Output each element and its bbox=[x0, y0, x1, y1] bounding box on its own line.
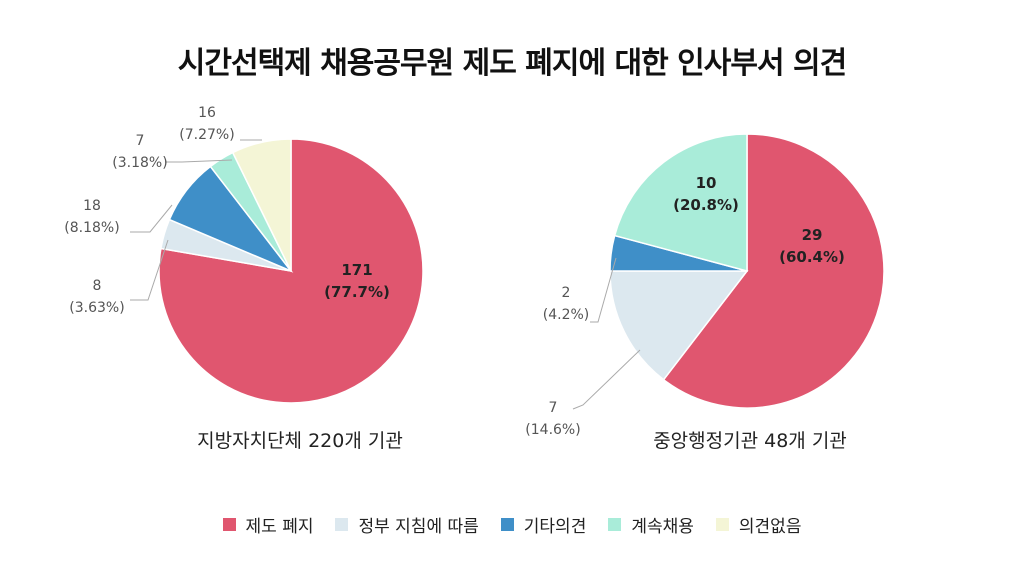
legend-swatch bbox=[608, 518, 622, 531]
data-label-value: 7 bbox=[136, 133, 145, 149]
data-label-value: 171 bbox=[341, 261, 372, 279]
legend-label: 계속채용 bbox=[631, 517, 694, 537]
data-label-value: 10 bbox=[696, 174, 717, 192]
legend-item: 계속채용 bbox=[608, 512, 694, 537]
legend-swatch bbox=[500, 518, 514, 531]
legend-swatch bbox=[222, 518, 236, 531]
data-label-percent: (8.18%) bbox=[64, 220, 119, 236]
leader-line bbox=[165, 159, 233, 163]
data-label-value: 7 bbox=[549, 400, 558, 416]
legend-item: 기타의견 bbox=[500, 512, 587, 537]
data-label-percent: (60.4%) bbox=[779, 248, 845, 266]
leader-line bbox=[590, 257, 617, 323]
chart-title: 시간선택제 채용공무원 제도 폐지에 대한 인사부서 의견 bbox=[177, 46, 847, 81]
legend-item: 의견없음 bbox=[715, 512, 802, 537]
data-label-value: 16 bbox=[198, 105, 216, 121]
data-label-percent: (3.63%) bbox=[69, 300, 124, 316]
pie-slice bbox=[613, 133, 748, 272]
data-label-percent: (4.2%) bbox=[543, 307, 590, 323]
leader-line bbox=[572, 349, 641, 410]
data-label-value: 8 bbox=[93, 278, 102, 294]
data-label-value: 29 bbox=[802, 226, 823, 244]
pie-1: 171 (77.7%) 8 (3.63%) 18 (8.18%) 7 (3.18%) 16 (7.… bbox=[64, 105, 424, 452]
leader-line bbox=[130, 239, 169, 301]
data-label-percent: (77.7%) bbox=[324, 283, 390, 301]
pie-2: 29 (60.4%) 7 (14.6%) 2 (4.2%) 10 (20.8%) 중앙행정기관 … bbox=[525, 133, 885, 452]
leader-line bbox=[130, 204, 173, 233]
pie-slice bbox=[231, 138, 292, 272]
data-label-percent: (14.6%) bbox=[525, 422, 580, 438]
legend-label: 정부 지침에 따름 bbox=[358, 517, 479, 537]
data-label-value: 18 bbox=[83, 198, 101, 214]
data-label-percent: (7.27%) bbox=[179, 127, 234, 143]
legend-item: 제도 폐지 bbox=[222, 512, 314, 537]
legend-label: 기타의견 bbox=[523, 517, 587, 537]
data-label-percent: (20.8%) bbox=[673, 196, 739, 214]
legend: 제도 폐지 정부 지침에 따름 기타의견 계속채용 의견없음 bbox=[0, 512, 1024, 537]
legend-swatch bbox=[335, 518, 349, 531]
data-label-value: 2 bbox=[562, 285, 571, 301]
pie-title: 지방자치단체 220개 기관 bbox=[197, 430, 403, 452]
legend-item: 정부 지침에 따름 bbox=[335, 512, 479, 537]
legend-label: 제도 폐지 bbox=[245, 517, 314, 537]
legend-swatch bbox=[715, 518, 729, 531]
legend-label: 의견없음 bbox=[738, 517, 802, 537]
data-label-percent: (3.18%) bbox=[112, 155, 167, 171]
pie-slice bbox=[662, 133, 885, 409]
pie-title: 중앙행정기관 48개 기관 bbox=[653, 430, 847, 452]
